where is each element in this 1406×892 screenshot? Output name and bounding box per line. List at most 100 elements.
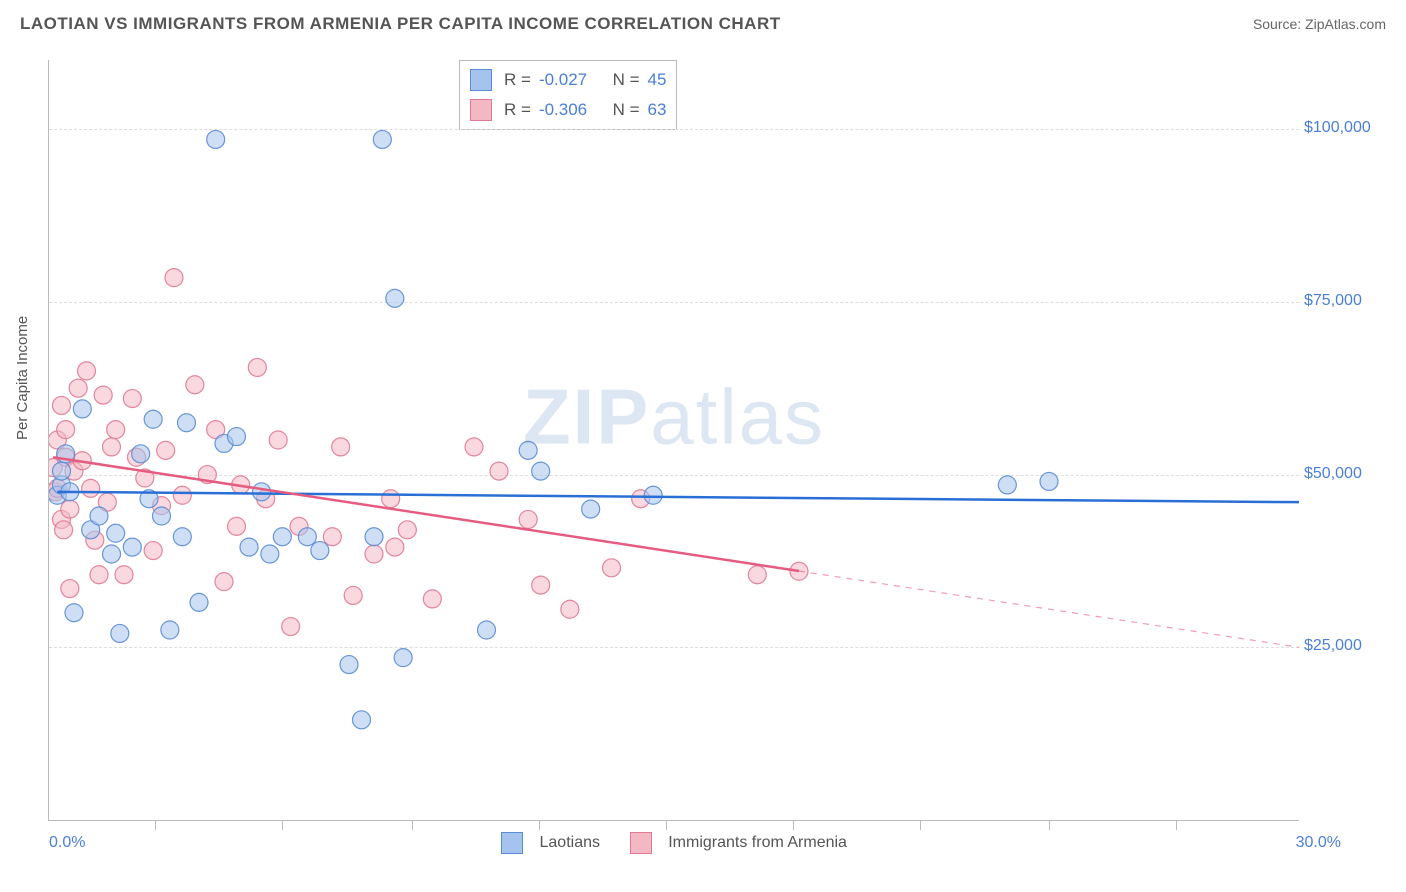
legend-swatch-1 [501,832,523,854]
y-tick-label: $75,000 [1304,292,1384,310]
x-tick [666,820,667,830]
scatter-point [98,493,116,511]
r-value-1: -0.027 [539,65,587,95]
scatter-point [386,538,404,556]
x-tick [793,820,794,830]
x-tick [1049,820,1050,830]
scatter-point [240,538,258,556]
scatter-point [644,486,662,504]
scatter-point [82,521,100,539]
scatter-point [61,580,79,598]
scatter-point [115,566,133,584]
scatter-point [232,476,250,494]
scatter-point [90,507,108,525]
scatter-point [332,438,350,456]
trendline-solid [57,492,1299,502]
scatter-point [140,490,158,508]
scatter-point [86,531,104,549]
scatter-point [128,448,146,466]
scatter-point [144,542,162,560]
scatter-point [207,130,225,148]
gridline [49,647,1299,648]
scatter-point [748,566,766,584]
watermark: ZIPatlas [523,372,825,463]
scatter-point [153,497,171,515]
x-tick [282,820,283,830]
scatter-point [478,621,496,639]
scatter-point [248,358,266,376]
scatter-point [215,573,233,591]
r-label-1: R = [504,65,531,95]
scatter-point [103,545,121,563]
scatter-point [61,483,79,501]
scatter-point [215,434,233,452]
scatter-point [123,390,141,408]
scatter-point [269,431,287,449]
scatter-point [228,428,246,446]
scatter-point [53,396,71,414]
scatter-point [282,618,300,636]
scatter-point [136,469,154,487]
scatter-point [132,445,150,463]
scatter-point [173,486,191,504]
scatter-point [49,431,66,449]
scatter-point [519,441,537,459]
scatter-point [207,421,225,439]
scatter-point [53,476,71,494]
scatter-point [57,445,75,463]
scatter-point [257,490,275,508]
trendline-dashed [799,571,1299,647]
scatter-point [65,462,83,480]
scatter-point [157,441,175,459]
scatter-point [253,483,271,501]
scatter-point [323,528,341,546]
scatter-point [261,545,279,563]
scatter-point [55,521,73,539]
scatter-point [94,386,112,404]
scatter-point [190,593,208,611]
scatter-point [186,376,204,394]
x-tick [920,820,921,830]
scatter-point [790,562,808,580]
scatter-point [582,500,600,518]
y-axis-label: Per Capita Income [14,316,31,440]
scatter-point [561,600,579,618]
chart-header: LAOTIAN VS IMMIGRANTS FROM ARMENIA PER C… [0,0,1406,40]
gridline [49,302,1299,303]
scatter-point [373,130,391,148]
x-axis-end-label: 30.0% [1296,834,1341,852]
legend-swatch-2 [630,832,652,854]
scatter-point [111,624,129,642]
scatter-point [311,542,329,560]
scatter-point [123,538,141,556]
scatter-point [228,517,246,535]
scatter-point [82,479,100,497]
scatter-point [394,649,412,667]
scatter-point [998,476,1016,494]
legend-label-2: Immigrants from Armenia [668,834,847,851]
bottom-legend: Laotians Immigrants from Armenia [49,832,1299,854]
watermark-bold: ZIP [523,373,650,461]
r-value-2: -0.306 [539,95,587,125]
scatter-point [69,379,87,397]
stats-row-2: R = -0.306 N = 63 [470,95,666,125]
scatter-point [382,490,400,508]
n-label-1: N = [613,65,640,95]
chart-title: LAOTIAN VS IMMIGRANTS FROM ARMENIA PER C… [20,14,781,34]
stats-row-1: R = -0.027 N = 45 [470,65,666,95]
scatter-point [107,524,125,542]
y-tick-label: $25,000 [1304,637,1384,655]
n-value-1: 45 [648,65,667,95]
scatter-point [90,566,108,584]
scatter-point [65,604,83,622]
y-tick-label: $50,000 [1304,465,1384,483]
scatter-point [178,414,196,432]
scatter-point [273,528,291,546]
plot-area: ZIPatlas R = -0.027 N = 45 R = -0.306 N … [48,60,1299,821]
scatter-point [53,462,71,480]
scatter-point [165,269,183,287]
scatter-point [386,289,404,307]
scatter-point [365,528,383,546]
watermark-light: atlas [650,373,825,461]
scatter-point [290,517,308,535]
